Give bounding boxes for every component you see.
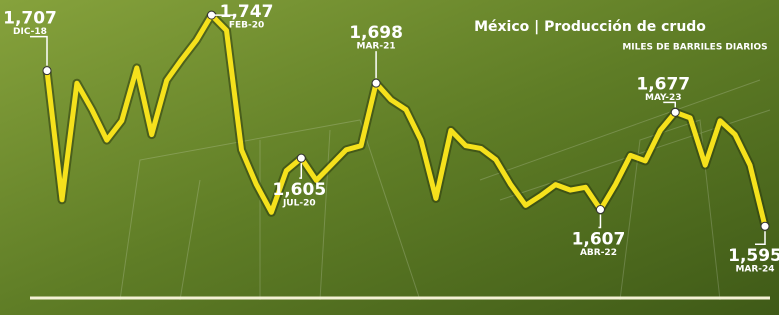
value-label: 1,698 [349, 23, 403, 43]
point [43, 67, 51, 75]
date-label: MAY-23 [645, 93, 682, 103]
point [372, 79, 380, 87]
value-label: 1,747 [220, 2, 274, 22]
value-label: 1,707 [3, 9, 57, 29]
value-label: 1,677 [636, 74, 690, 94]
date-label: DIC-18 [13, 27, 47, 37]
date-label: FEB-20 [229, 21, 264, 31]
date-label: MAR-24 [735, 265, 774, 275]
point [761, 222, 769, 230]
date-label: MAR-21 [357, 42, 396, 52]
value-label: 1,605 [272, 180, 326, 200]
chart-subtitle: MILES DE BARRILES DIARIOS [622, 43, 767, 53]
date-label: ABR-22 [580, 248, 617, 258]
chart: México | Producción de crudo MILES DE BA… [0, 0, 779, 315]
date-label: JUL-20 [282, 199, 316, 209]
value-label: 1,607 [572, 230, 626, 250]
point [297, 154, 305, 162]
point [208, 11, 216, 19]
value-label: 1,595 [728, 246, 779, 266]
point [671, 108, 679, 116]
point [596, 206, 604, 214]
chart-title: México | Producción de crudo [474, 19, 706, 35]
